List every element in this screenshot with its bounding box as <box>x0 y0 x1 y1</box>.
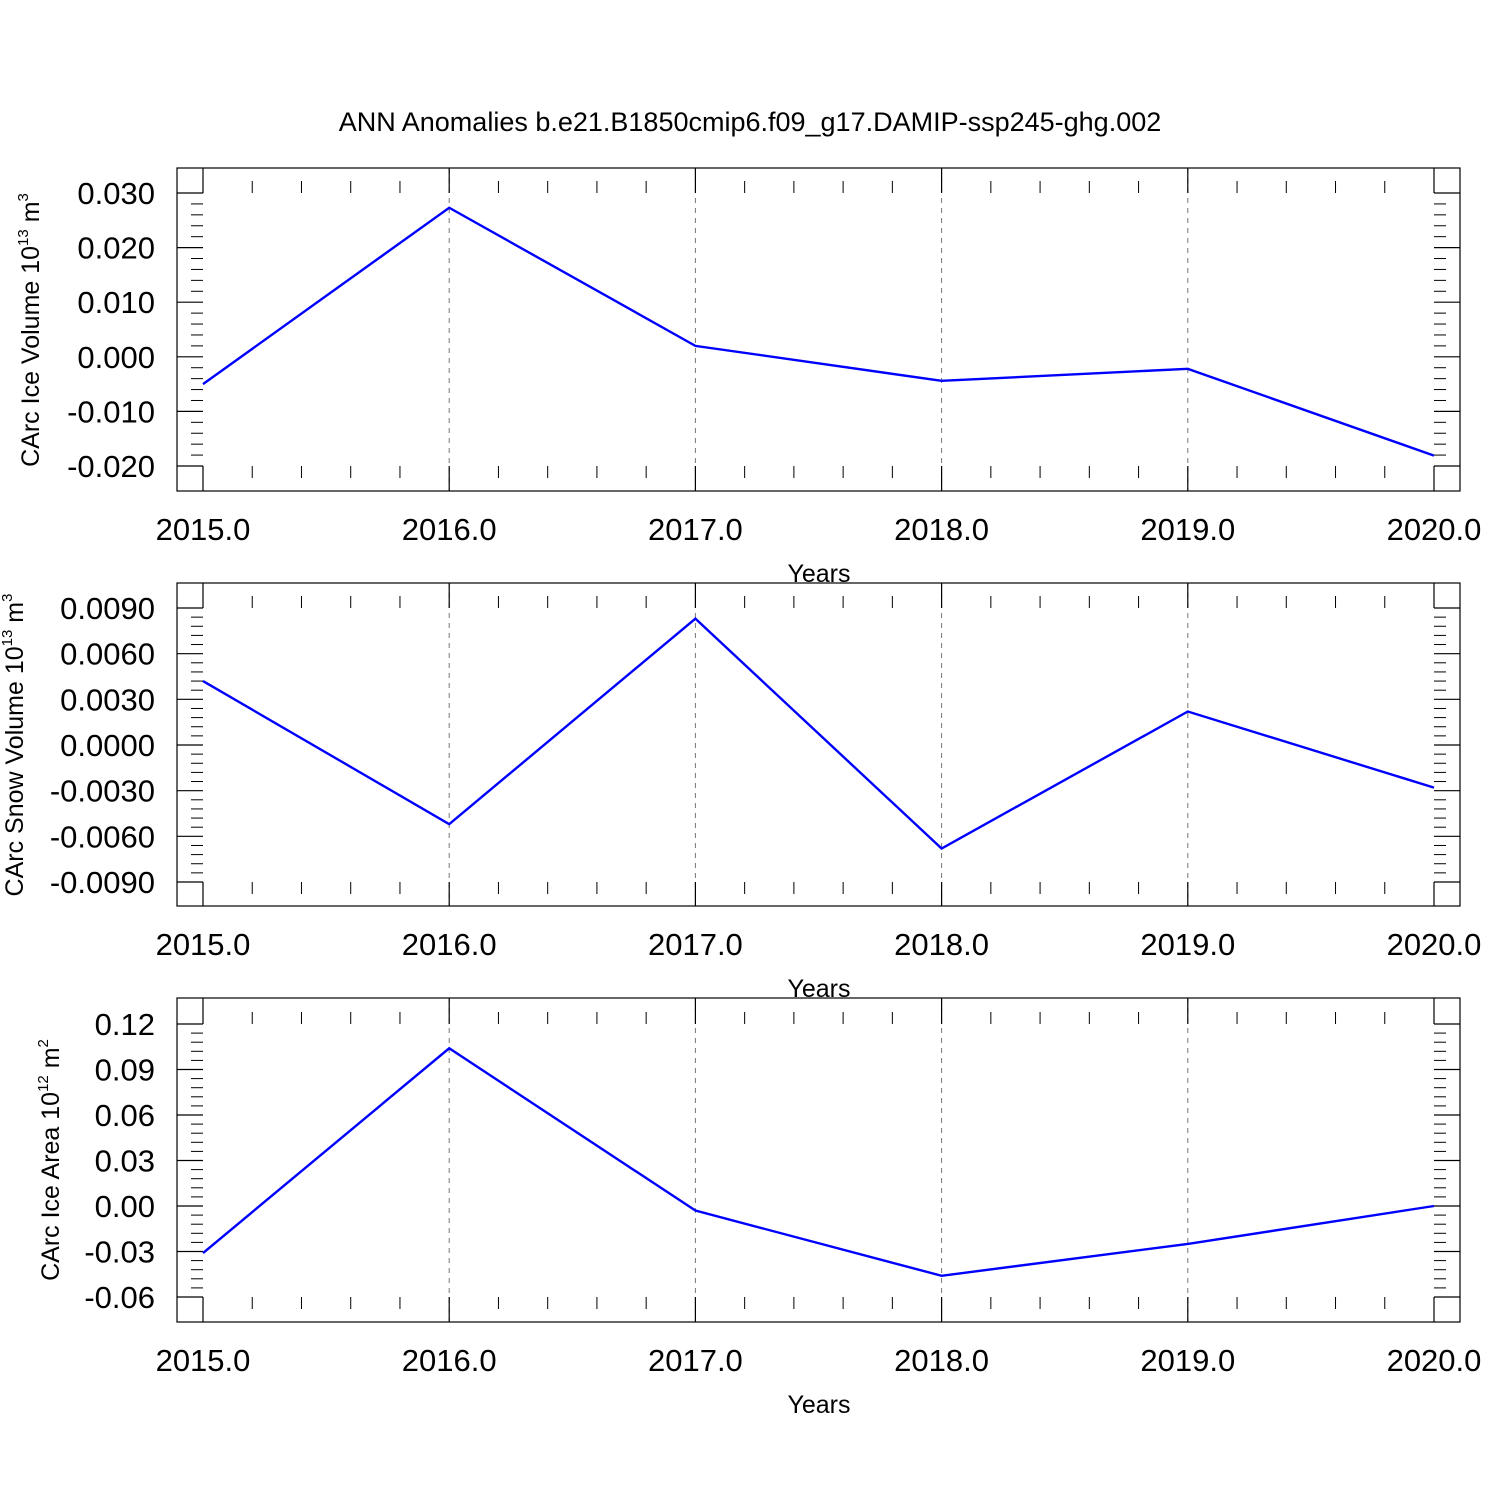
y-tick-label: 0.0000 <box>60 728 155 763</box>
x-tick-label: 2016.0 <box>402 1343 497 1378</box>
x-tick-label: 2015.0 <box>156 512 251 547</box>
x-tick-label: 2018.0 <box>894 1343 989 1378</box>
series-line <box>202 206 1435 457</box>
x-tick-label: 2016.0 <box>402 927 497 962</box>
y-tick-label: 0.06 <box>95 1098 155 1133</box>
y-tick-label: 0.0060 <box>60 637 155 672</box>
y-axis-label: CArc Ice Volume 1013 m3 <box>15 193 45 467</box>
y-tick-label: 0.020 <box>77 231 155 266</box>
x-tick-label: 2020.0 <box>1387 1343 1482 1378</box>
figure-title: ANN Anomalies b.e21.B1850cmip6.f09_g17.D… <box>339 107 1162 137</box>
y-tick-label: -0.020 <box>67 449 155 484</box>
y-tick-label: -0.03 <box>84 1235 155 1270</box>
y-tick-label: 0.0030 <box>60 682 155 717</box>
x-axis-label: Years <box>787 1391 850 1419</box>
y-axis-label: CArc Ice Area 1012 m2 <box>35 1039 65 1281</box>
y-tick-label: 0.09 <box>95 1053 155 1088</box>
x-tick-label: 2019.0 <box>1140 1343 1235 1378</box>
y-tick-label: -0.0060 <box>50 819 155 854</box>
plot-frame <box>176 997 1461 1323</box>
chart-panel-2: 0.0090 0.0060 0.0030 0.0000 -0.0030 -0.0060 -0… <box>0 582 1482 1003</box>
y-tick-label: 0.010 <box>77 285 155 320</box>
x-tick-label: 2016.0 <box>402 512 497 547</box>
plot-frame <box>176 167 1461 492</box>
series-line <box>202 617 1435 850</box>
series-line <box>202 1046 1435 1277</box>
x-tick-label: 2019.0 <box>1140 927 1235 962</box>
plot-frame <box>176 582 1461 907</box>
y-tick-label: 0.03 <box>95 1144 155 1179</box>
x-tick-label: 2017.0 <box>648 1343 743 1378</box>
x-tick-label: 2015.0 <box>156 1343 251 1378</box>
x-tick-label: 2019.0 <box>1140 512 1235 547</box>
y-tick-label: -0.0090 <box>50 865 155 900</box>
y-tick-label: 0.00 <box>95 1189 155 1224</box>
x-tick-label: 2020.0 <box>1387 512 1482 547</box>
y-tick-label: -0.0030 <box>50 774 155 809</box>
x-tick-label: 2018.0 <box>894 512 989 547</box>
y-tick-label: -0.010 <box>67 394 155 429</box>
y-tick-label: 0.000 <box>77 340 155 375</box>
x-tick-label: 2017.0 <box>648 927 743 962</box>
x-tick-label: 2018.0 <box>894 927 989 962</box>
x-tick-label: 2020.0 <box>1387 927 1482 962</box>
y-tick-label: 0.030 <box>77 176 155 211</box>
y-tick-label: -0.06 <box>84 1280 155 1315</box>
x-tick-label: 2017.0 <box>648 512 743 547</box>
x-axis-label: Years <box>787 975 850 1003</box>
x-tick-label: 2015.0 <box>156 927 251 962</box>
y-axis-label: CArc Snow Volume 1013 m3 <box>0 594 29 897</box>
x-axis-label: Years <box>787 560 850 588</box>
y-tick-label: 0.0090 <box>60 591 155 626</box>
y-tick-label: 0.12 <box>95 1007 155 1042</box>
